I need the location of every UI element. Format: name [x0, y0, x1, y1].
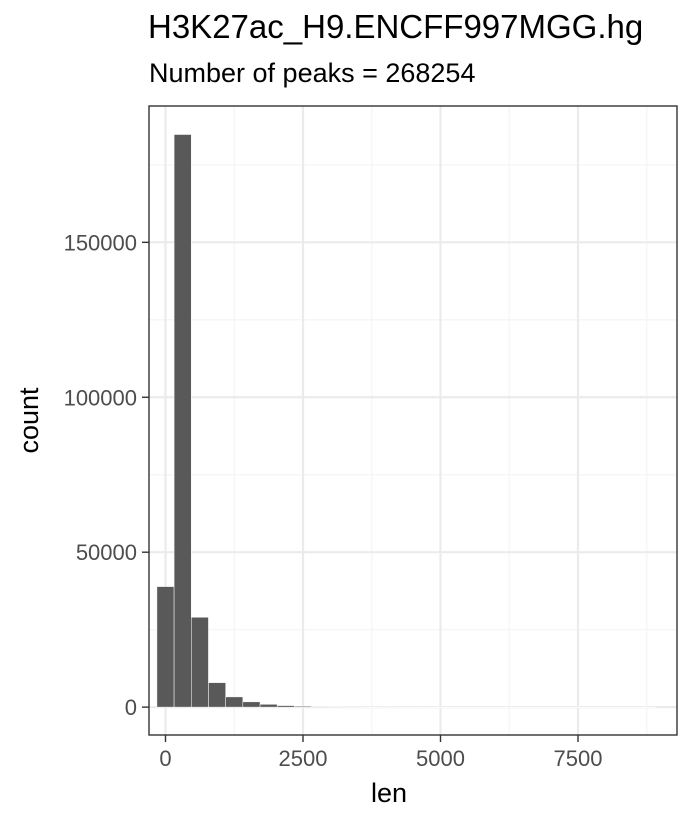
y-tick-label: 0	[125, 695, 137, 720]
histogram-bar	[294, 705, 312, 708]
x-tick-label: 2500	[279, 746, 328, 771]
major-gridlines	[149, 106, 677, 735]
histogram-bar	[276, 705, 295, 708]
histogram-bar	[311, 706, 330, 708]
histogram-bar	[208, 682, 226, 708]
x-tick-label: 0	[159, 746, 171, 771]
y-axis-title: count	[14, 387, 44, 454]
panel-border	[148, 105, 678, 736]
x-axis-title: len	[371, 778, 407, 808]
x-tick-label: 5000	[416, 746, 465, 771]
x-tick-label: 7500	[554, 746, 603, 771]
histogram-bar	[156, 586, 175, 708]
histogram-bar	[191, 617, 209, 708]
chart-subtitle: Number of peaks = 268254	[149, 58, 476, 88]
histogram-bars	[156, 134, 656, 708]
minor-gridlines	[149, 106, 677, 735]
histogram-bar	[259, 704, 278, 708]
histogram-bar	[225, 696, 244, 708]
y-axis-ticks: 0 50000 100000 150000	[64, 230, 149, 720]
x-axis-ticks: 0 2500 5000 7500	[159, 735, 602, 771]
chart-title: H3K27ac_H9.ENCFF997MGG.hg	[148, 8, 644, 45]
y-tick-label: 100000	[64, 385, 137, 410]
y-tick-label: 150000	[64, 230, 137, 255]
histogram-bar	[173, 134, 192, 708]
histogram-bar	[242, 701, 261, 708]
y-tick-label: 50000	[76, 540, 137, 565]
